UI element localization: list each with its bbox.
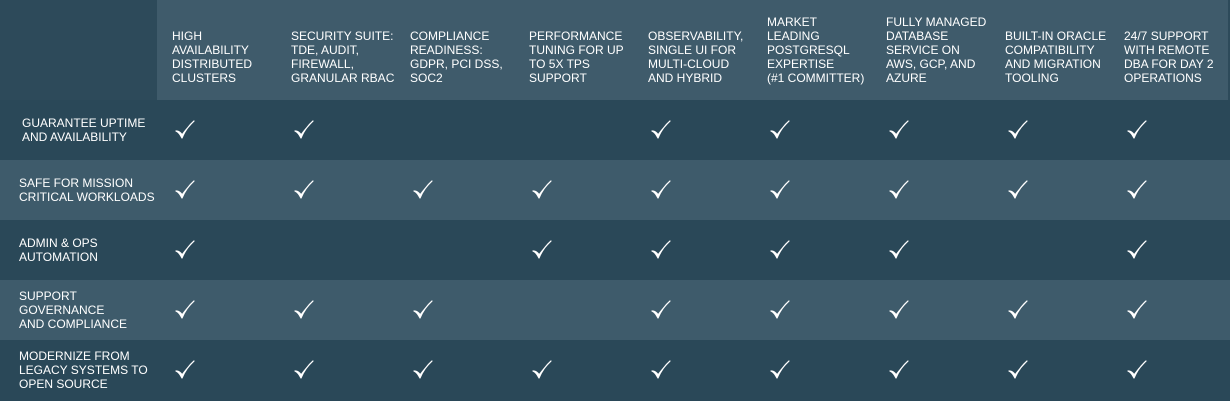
checkmark <box>889 240 909 259</box>
checkmark <box>532 240 552 259</box>
table-row: ADMIN & OPS AUTOMATION <box>0 220 1230 280</box>
column-header: OBSERVABILITY, SINGLE UI FOR MULTI-CLOUD… <box>633 0 752 100</box>
column-header-text: 24/7 SUPPORT WITH REMOTE DBA FOR DAY 2 O… <box>1124 29 1214 85</box>
checkmark <box>889 300 909 319</box>
row-label: SAFE FOR MISSION CRITICAL WORKLOADS <box>19 176 155 204</box>
checkmark <box>532 360 552 379</box>
checkmark <box>413 360 433 379</box>
checkmark <box>294 360 314 379</box>
column-header-text: MARKET LEADING POSTGRESQL EXPERTISE (#1 … <box>767 15 865 85</box>
checkmark <box>1008 360 1028 379</box>
row-label: ADMIN & OPS AUTOMATION <box>19 236 98 264</box>
table-row: MODERNIZE FROM LEGACY SYSTEMS TO OPEN SO… <box>0 340 1230 401</box>
checkmark <box>770 360 790 379</box>
header-row: HIGH AVAILABILITY DISTRIBUTED CLUSTERS SE… <box>0 0 1230 100</box>
checkmark <box>1127 300 1147 319</box>
column-header-text: FULLY MANAGED DATABASE SERVICE ON AWS, G… <box>886 15 987 85</box>
table-row: SAFE FOR MISSION CRITICAL WORKLOADS <box>0 160 1230 220</box>
checkmark <box>175 180 195 199</box>
row-label: SUPPORT GOVERNANCE AND COMPLIANCE <box>19 289 128 331</box>
checkmark <box>651 120 671 139</box>
table-row: GUARANTEE UPTIME AND AVAILABILITY <box>0 100 1230 160</box>
row-label: MODERNIZE FROM LEGACY SYSTEMS TO OPEN SO… <box>19 349 148 391</box>
column-header-text: PERFORMANCE TUNING FOR UP TO 5X TPS SUPP… <box>529 29 624 85</box>
checkmark <box>1008 180 1028 199</box>
table-row: SUPPORT GOVERNANCE AND COMPLIANCE <box>0 280 1230 340</box>
checkmark <box>770 300 790 319</box>
column-header: MARKET LEADING POSTGRESQL EXPERTISE (#1 … <box>752 0 871 100</box>
column-header-text: HIGH AVAILABILITY DISTRIBUTED CLUSTERS <box>172 29 253 85</box>
checkmark <box>651 300 671 319</box>
checkmark <box>294 300 314 319</box>
checkmark <box>651 240 671 259</box>
checkmark <box>413 300 433 319</box>
column-header: SECURITY SUITE: TDE, AUDIT, FIREWALL, GR… <box>276 0 395 100</box>
checkmark <box>1127 180 1147 199</box>
column-header: PERFORMANCE TUNING FOR UP TO 5X TPS SUPP… <box>514 0 633 100</box>
checkmark <box>413 180 433 199</box>
checkmark <box>1008 120 1028 139</box>
column-header: BUILT-IN ORACLE COMPATIBILITY AND MIGRAT… <box>990 0 1109 100</box>
checkmark <box>651 360 671 379</box>
checkmark <box>175 120 195 139</box>
checkmark <box>1127 240 1147 259</box>
checkmark <box>1127 360 1147 379</box>
checkmark <box>770 180 790 199</box>
checkmark <box>532 180 552 199</box>
column-header: HIGH AVAILABILITY DISTRIBUTED CLUSTERS <box>157 0 276 100</box>
checkmark <box>294 180 314 199</box>
checkmark <box>889 180 909 199</box>
column-header-text: SECURITY SUITE: TDE, AUDIT, FIREWALL, GR… <box>291 29 395 85</box>
column-header: 24/7 SUPPORT WITH REMOTE DBA FOR DAY 2 O… <box>1109 0 1228 100</box>
checkmark <box>770 120 790 139</box>
checkmark <box>175 360 195 379</box>
checkmark <box>294 120 314 139</box>
checkmark <box>889 120 909 139</box>
column-header: COMPLIANCE READINESS: GDPR, PCI DSS, SOC… <box>395 0 514 100</box>
column-header: FULLY MANAGED DATABASE SERVICE ON AWS, G… <box>871 0 990 100</box>
checkmark <box>1127 120 1147 139</box>
checkmark <box>1008 300 1028 319</box>
checkmark <box>651 180 671 199</box>
column-header-text: OBSERVABILITY, SINGLE UI FOR MULTI-CLOUD… <box>648 29 744 85</box>
checkmark <box>175 300 195 319</box>
checkmark <box>889 360 909 379</box>
checkmark <box>175 240 195 259</box>
checkmark <box>770 240 790 259</box>
row-label: GUARANTEE UPTIME AND AVAILABILITY <box>22 116 146 144</box>
column-header-text: COMPLIANCE READINESS: GDPR, PCI DSS, SOC… <box>410 29 503 85</box>
column-header-text: BUILT-IN ORACLE COMPATIBILITY AND MIGRAT… <box>1005 29 1107 85</box>
